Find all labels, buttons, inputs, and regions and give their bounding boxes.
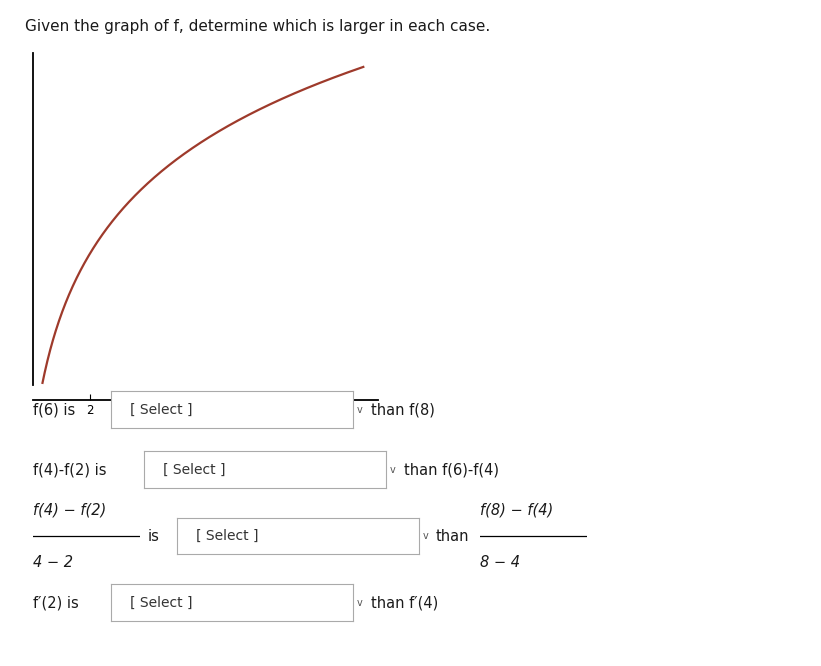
Text: than f(8): than f(8) [371,402,435,417]
Text: f′(2) is: f′(2) is [33,595,79,610]
Text: 8 − 4: 8 − 4 [480,555,521,570]
Text: f(4)-f(2) is: f(4)-f(2) is [33,462,107,477]
Text: 4 − 2: 4 − 2 [33,555,73,570]
Text: Given the graph of f, determine which is larger in each case.: Given the graph of f, determine which is… [25,19,490,34]
Text: v: v [357,404,363,415]
Text: f(8) − f(4): f(8) − f(4) [480,502,553,517]
Text: than: than [435,529,469,543]
Text: f(6) is: f(6) is [33,402,75,417]
Text: v: v [357,597,363,608]
Text: [ Select ]: [ Select ] [131,595,193,610]
Text: v: v [390,464,396,475]
Text: [ Select ]: [ Select ] [131,402,193,417]
Text: [ Select ]: [ Select ] [163,462,226,477]
Text: is: is [148,529,159,543]
Text: than f(6)-f(4): than f(6)-f(4) [404,462,499,477]
Text: f(4) − f(2): f(4) − f(2) [33,502,106,517]
Text: v: v [423,531,429,541]
Text: than f′(4): than f′(4) [371,595,438,610]
Text: [ Select ]: [ Select ] [196,529,259,543]
